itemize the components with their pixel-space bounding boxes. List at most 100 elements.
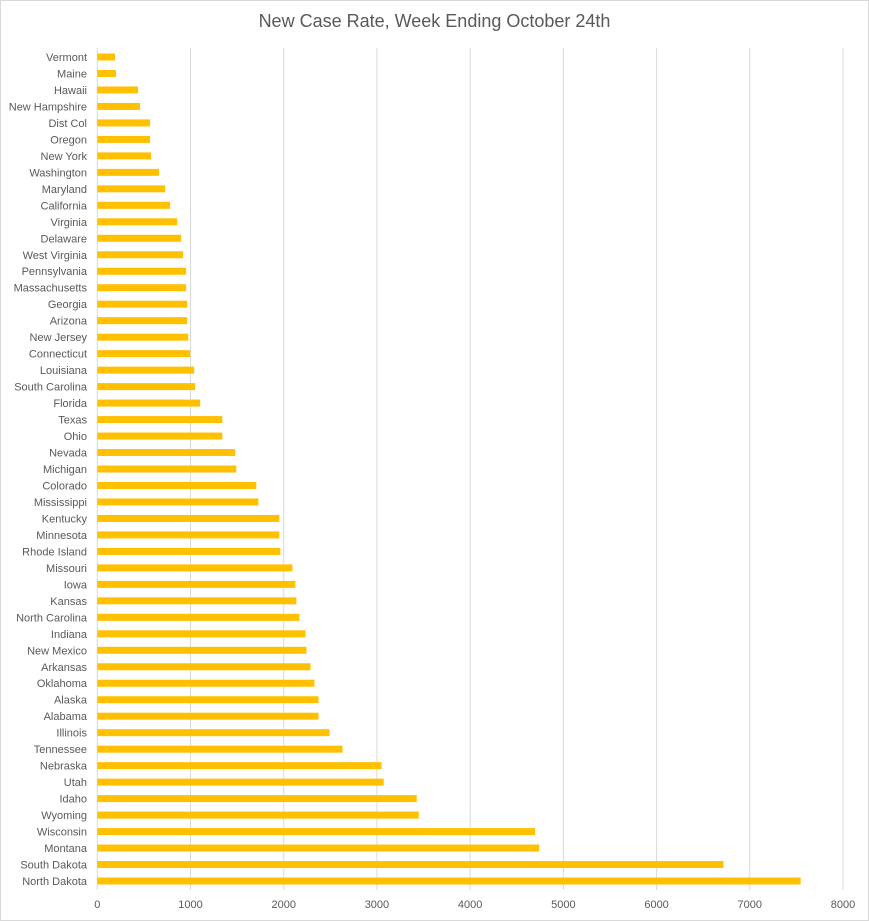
bar	[97, 317, 188, 325]
y-category-label: Georgia	[48, 299, 88, 311]
bar	[97, 745, 343, 753]
y-category-label: California	[41, 200, 88, 212]
y-category-label: Tennessee	[34, 744, 87, 756]
y-category-label: Hawaii	[54, 85, 87, 97]
x-tick-label: 8000	[831, 899, 855, 911]
bar	[97, 580, 296, 588]
bar	[97, 861, 724, 869]
bar	[97, 729, 330, 737]
bar	[97, 86, 139, 94]
x-tick-label: 2000	[271, 899, 295, 911]
bar	[97, 69, 116, 77]
y-category-label: Texas	[58, 415, 87, 427]
bar	[97, 102, 141, 110]
x-tick-label: 4000	[458, 899, 482, 911]
bar	[97, 135, 151, 143]
bar	[97, 696, 319, 704]
bar	[97, 234, 182, 242]
x-tick-label: 3000	[365, 899, 389, 911]
bar	[97, 201, 171, 209]
y-category-label: Nebraska	[40, 761, 88, 773]
bar	[97, 712, 319, 720]
y-category-label: Maine	[57, 68, 87, 80]
y-category-label: Oregon	[50, 134, 87, 146]
y-category-label: Nevada	[49, 448, 88, 460]
y-category-label: Delaware	[41, 233, 87, 245]
bar	[97, 218, 178, 226]
y-category-label: Florida	[53, 398, 88, 410]
x-tick-label: 1000	[178, 899, 202, 911]
bar	[97, 432, 223, 440]
y-category-label: Dist Col	[48, 118, 87, 130]
bar	[97, 498, 259, 506]
y-category-label: Wyoming	[41, 810, 87, 822]
y-category-label: Arizona	[50, 316, 88, 328]
y-category-label: Kentucky	[42, 513, 88, 525]
bar	[97, 481, 257, 489]
y-category-label: Maryland	[42, 184, 87, 196]
bar	[97, 663, 311, 671]
x-tick-label: 7000	[738, 899, 762, 911]
bar	[97, 333, 189, 341]
y-category-label: Minnesota	[36, 530, 88, 542]
x-tick-label: 6000	[644, 899, 668, 911]
y-category-label: Wisconsin	[37, 827, 87, 839]
y-category-label: Oklahoma	[37, 678, 88, 690]
bar	[97, 531, 280, 539]
y-category-label: West Virginia	[23, 250, 88, 262]
y-category-label: Rhode Island	[22, 546, 87, 558]
x-tick-label: 5000	[551, 899, 575, 911]
y-category-label: New Hampshire	[9, 101, 87, 113]
bar	[97, 630, 306, 638]
bar	[97, 168, 160, 176]
bar	[97, 53, 116, 61]
bar	[97, 416, 223, 424]
y-category-label: Alabama	[44, 711, 88, 723]
bar	[97, 185, 166, 193]
bar	[97, 679, 315, 687]
y-category-label: North Dakota	[22, 876, 88, 888]
bar	[97, 564, 293, 572]
bar	[97, 449, 236, 457]
bar	[97, 300, 188, 308]
bar	[97, 778, 384, 786]
bar	[97, 267, 187, 275]
y-category-label: New Mexico	[27, 645, 87, 657]
bar	[97, 877, 801, 885]
y-category-label: New York	[41, 151, 88, 163]
bar	[97, 399, 201, 407]
y-category-label: Pennsylvania	[22, 266, 88, 278]
y-category-label: Indiana	[51, 629, 88, 641]
y-category-label: Michigan	[43, 464, 87, 476]
y-category-label: New Jersey	[30, 332, 88, 344]
y-category-label: South Carolina	[14, 382, 88, 394]
bar	[97, 613, 300, 621]
bar	[97, 762, 382, 770]
bar	[97, 844, 540, 852]
y-category-label: Montana	[44, 843, 88, 855]
y-category-label: North Carolina	[16, 612, 88, 624]
y-category-label: Ohio	[64, 431, 87, 443]
bar	[97, 646, 307, 654]
y-category-label: Colorado	[42, 480, 87, 492]
y-category-label: Utah	[64, 777, 87, 789]
y-category-label: Iowa	[64, 579, 88, 591]
bar	[97, 119, 151, 127]
y-category-label: Vermont	[46, 52, 87, 64]
bar	[97, 383, 196, 391]
y-category-label: Mississippi	[34, 497, 87, 509]
y-category-label: Missouri	[46, 563, 87, 575]
y-category-label: Idaho	[59, 794, 87, 806]
y-category-label: Kansas	[50, 596, 87, 608]
bar	[97, 795, 417, 803]
bar	[97, 547, 281, 555]
bar	[97, 828, 536, 836]
y-category-label: Virginia	[51, 217, 88, 229]
y-category-label: South Dakota	[20, 860, 88, 872]
bar	[97, 284, 187, 292]
y-category-label: Washington	[29, 167, 87, 179]
y-category-label: Connecticut	[29, 349, 87, 361]
y-category-label: Massachusetts	[14, 283, 88, 295]
bar	[97, 465, 237, 473]
